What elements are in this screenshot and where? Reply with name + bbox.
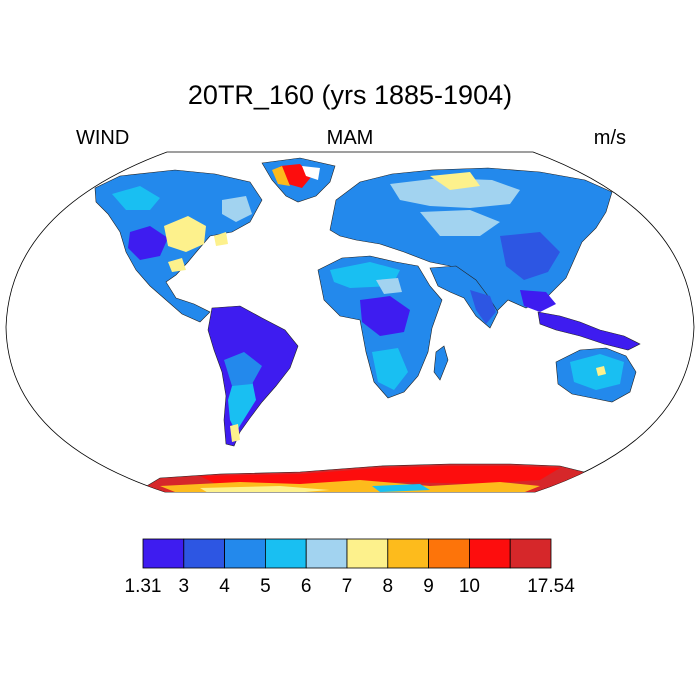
antarctica-yellow-strip — [200, 486, 330, 492]
sa-light-south — [228, 380, 256, 432]
colorbar-box — [468, 538, 511, 569]
colorbar-box — [346, 538, 389, 569]
colorbar-label: 9 — [423, 576, 434, 597]
na-humid-patch — [128, 226, 168, 260]
colorbar-label: 8 — [383, 576, 394, 597]
eurasia-pale-band — [390, 178, 520, 208]
colorbar-label: 10 — [459, 576, 480, 597]
eurasia-deep-east — [500, 232, 560, 280]
sa-base-mid — [224, 352, 262, 386]
greenland-orange — [272, 166, 290, 186]
na-light-patch — [112, 186, 160, 210]
africa-light-south — [372, 348, 408, 390]
australia-yellow — [596, 366, 606, 376]
antarctica-red-band — [200, 466, 560, 486]
colorbar-box — [305, 538, 348, 569]
colorbar-label: 4 — [219, 576, 230, 597]
colorbar-box — [224, 538, 266, 569]
na-yellow-plains — [164, 216, 206, 252]
india-deep — [470, 290, 496, 324]
colorbar-label: 3 — [179, 576, 190, 597]
colorbar-box — [264, 538, 307, 569]
sa-yellow-tip — [230, 424, 240, 442]
na-south-yellow — [168, 258, 186, 272]
antarctica-light-strip — [372, 484, 430, 492]
land-layer — [94, 157, 641, 492]
colorbar-box — [183, 538, 226, 569]
colorbar-box — [509, 538, 552, 569]
colorbar-box — [387, 538, 429, 569]
na-yellow-east — [214, 232, 228, 246]
colorbar: 1.31 3 4 5 6 7 8 9 10 17.54 — [125, 538, 575, 597]
units-string: m/s — [593, 127, 626, 149]
eurasia-yellow-north — [430, 172, 480, 190]
indonesia-islands — [537, 311, 641, 351]
greenland-white — [302, 166, 320, 180]
center-string: MAM — [326, 127, 374, 149]
eurasia-pale-central — [420, 210, 500, 236]
colorbar-label: 17.54 — [527, 576, 575, 597]
colorbar-label: 1.31 — [125, 576, 162, 597]
plot-title: 20TR_160 (yrs 1885-1904) — [187, 80, 513, 110]
colorbar-label: 5 — [260, 576, 271, 597]
left-string: WIND — [76, 127, 130, 149]
colorbar-box — [142, 538, 185, 569]
colorbar-box — [428, 538, 470, 569]
colorbar-label: 7 — [342, 576, 353, 597]
na-pale-east — [222, 196, 252, 222]
eurasia — [329, 167, 613, 313]
africa-deep-central — [360, 296, 410, 336]
madagascar — [433, 345, 449, 381]
africa-pale-patch — [376, 278, 402, 294]
se-asia-deep — [520, 290, 556, 312]
colorbar-label: 6 — [301, 576, 312, 597]
